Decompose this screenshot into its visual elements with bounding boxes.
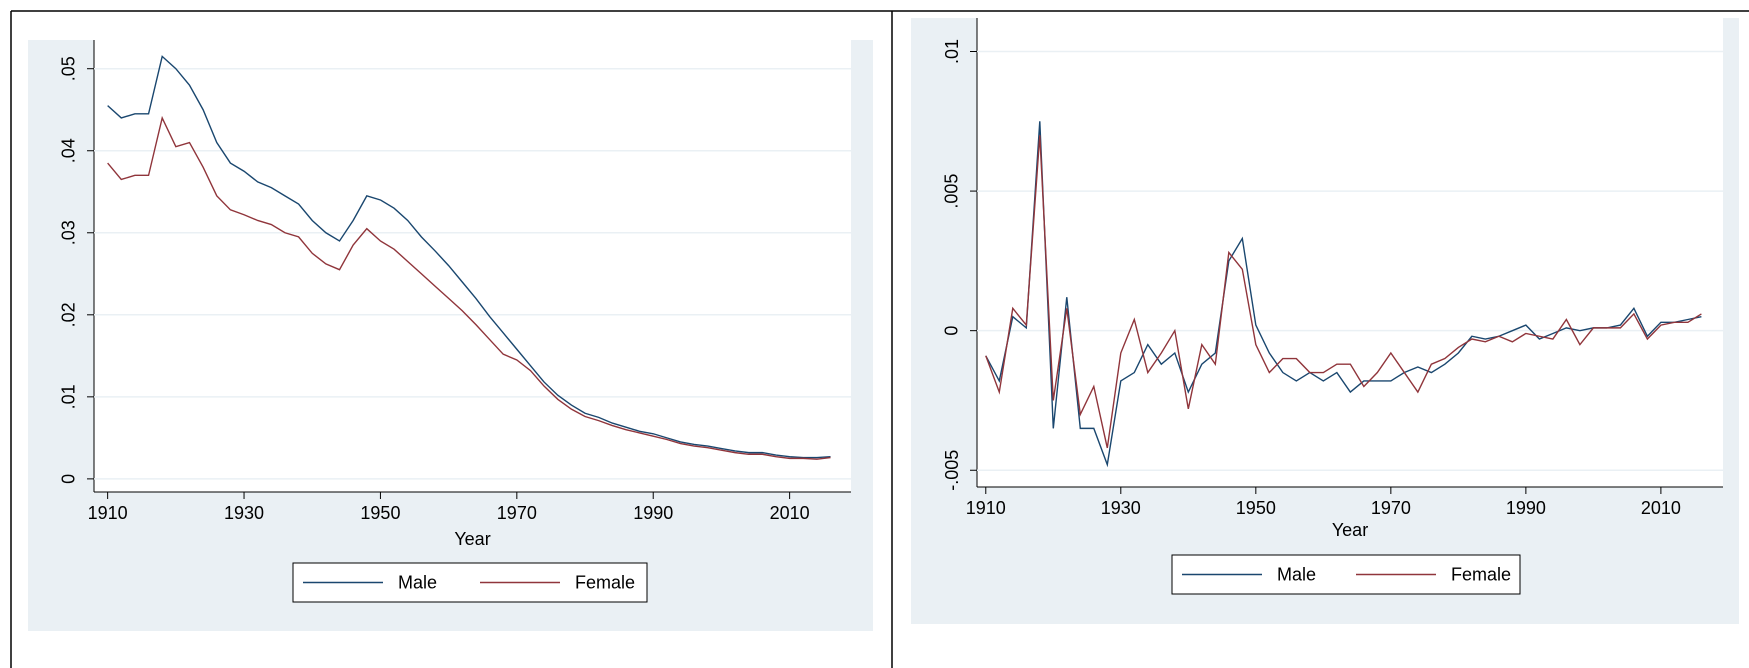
series-line bbox=[107, 115, 831, 460]
y-tick-label: .05 bbox=[59, 56, 79, 81]
x-axis-title: Year bbox=[1332, 520, 1368, 540]
x-tick-label: 1950 bbox=[360, 503, 400, 523]
legend-label: Female bbox=[575, 572, 635, 592]
x-tick-label: 2010 bbox=[770, 503, 810, 523]
y-tick-label: .03 bbox=[59, 220, 79, 245]
legend-label: Male bbox=[398, 572, 437, 592]
x-axis-title: Year bbox=[454, 529, 490, 549]
y-tick-label: 0 bbox=[942, 326, 962, 336]
legend-label: Female bbox=[1451, 564, 1511, 584]
series-line bbox=[985, 135, 1702, 449]
x-tick-label: 1970 bbox=[1371, 498, 1411, 518]
y-tick-label: 0 bbox=[59, 474, 79, 484]
legend-label: Male bbox=[1277, 564, 1316, 584]
y-tick-label: .02 bbox=[59, 302, 79, 327]
plot-area bbox=[977, 18, 1723, 487]
y-tick-label: .01 bbox=[942, 39, 962, 64]
y-tick-label: .01 bbox=[59, 384, 79, 409]
x-tick-label: 1970 bbox=[497, 503, 537, 523]
series-line bbox=[107, 55, 831, 459]
y-tick-label: -.005 bbox=[942, 450, 962, 491]
x-tick-label: 1950 bbox=[1236, 498, 1276, 518]
plot-area bbox=[94, 40, 851, 492]
x-tick-label: 1930 bbox=[1101, 498, 1141, 518]
x-tick-label: 1910 bbox=[88, 503, 128, 523]
x-tick-label: 1910 bbox=[966, 498, 1006, 518]
x-tick-label: 2010 bbox=[1641, 498, 1681, 518]
y-tick-label: .005 bbox=[942, 174, 962, 209]
x-tick-label: 1990 bbox=[633, 503, 673, 523]
series-line bbox=[985, 121, 1702, 468]
y-tick-label: .04 bbox=[59, 138, 79, 163]
x-tick-label: 1990 bbox=[1506, 498, 1546, 518]
x-tick-label: 1930 bbox=[224, 503, 264, 523]
